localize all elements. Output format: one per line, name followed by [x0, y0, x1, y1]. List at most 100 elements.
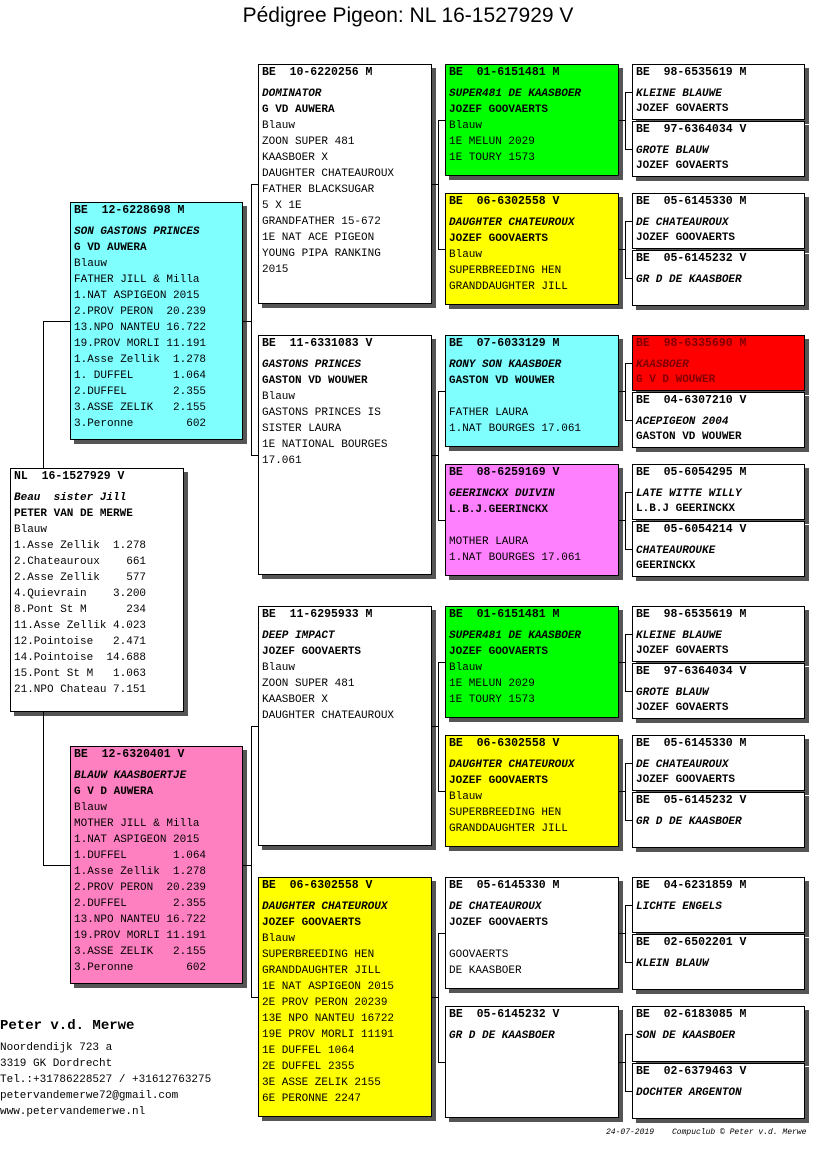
note: 2.DUFFEL 2.355: [74, 386, 207, 398]
ring-number: BE 04-6231859 M: [636, 879, 747, 892]
pigeon-box: BE 05-6145232 V GR D DE KAASBOER: [632, 250, 805, 306]
ring-number: BE 12-6228698 M: [74, 204, 185, 217]
plumage: Blauw: [74, 258, 108, 270]
connector: [625, 363, 626, 420]
note: 1E MELUN 2029: [449, 136, 535, 148]
note: GRANDDAUGHTER JILL: [449, 281, 568, 293]
connector: [43, 321, 44, 468]
connector: [619, 520, 625, 521]
ring-number: BE 97-6364034 V: [636, 123, 747, 136]
pigeon-box: BE 05-6145232 V GR D DE KAASBOER: [445, 1006, 619, 1118]
pigeon-name: DOMINATOR: [262, 88, 322, 100]
connector: [438, 120, 439, 249]
pigeon-name: LICHTE ENGELS: [636, 901, 722, 913]
connector: [625, 634, 632, 635]
owner-line: petervandemerwe72@gmail.com: [0, 1090, 179, 1102]
note: 1E TOURY 1573: [449, 694, 535, 706]
breeder: G VD AUWERA: [74, 242, 147, 254]
connector: [243, 321, 251, 322]
ring-number: BE 02-6502201 V: [636, 936, 747, 949]
note: 2.PROV PERON 20.239: [74, 882, 207, 894]
note: 1.Asse Zellik 1.278: [14, 540, 147, 552]
connector: [438, 249, 445, 250]
note: 2E DUFFEL 2355: [262, 1061, 355, 1073]
note: GRANDDAUGHTER JILL: [449, 823, 568, 835]
pigeon-box: BE 05-6145330 M DE CHATEAUROUX JOZEF GOOVA…: [632, 735, 805, 791]
connector: [432, 997, 438, 998]
pigeon-name: SON DE KAASBOER: [636, 1030, 736, 1042]
pigeon-name: GR D DE KAASBOER: [636, 816, 742, 828]
note: 5 X 1E: [262, 200, 302, 212]
pigeon-box: BE 05-6054214 V CHATEAUROUKE GEERINCKX: [632, 521, 805, 577]
note: MOTHER JILL & Milla: [74, 818, 200, 830]
connector: [619, 791, 625, 792]
plumage: Blauw: [449, 249, 483, 261]
connector: [432, 184, 438, 185]
connector: [625, 92, 632, 93]
ring-number: BE 07-6033129 M: [449, 337, 560, 350]
ring-number: BE 98-6535619 M: [636, 66, 747, 79]
connector: [625, 420, 632, 421]
pigeon-name: DAUGHTER CHATEUROUX: [449, 217, 575, 229]
note: 1E MELUN 2029: [449, 678, 535, 690]
pigeon-box: BE 05-6145330 M DE CHATEAUROUX JOZEF GOOVA…: [632, 193, 805, 249]
connector: [438, 662, 445, 663]
pigeon-box: BE 01-6151481 M SUPER481 DE KAASBOER JOZEF…: [445, 64, 619, 176]
note: FATHER BLACKSUGAR: [262, 184, 375, 196]
ring-number: BE 05-6145330 M: [449, 879, 560, 892]
ring-number: BE 05-6145232 V: [449, 1008, 560, 1021]
owner-line: www.petervandemerwe.nl: [0, 1106, 146, 1118]
note: DE KAASBOER: [449, 965, 522, 977]
note: 13.NPO NANTEU 16.722: [74, 914, 207, 926]
note: SUPERBREEDING HEN: [262, 949, 375, 961]
breeder: JOZEF GOOVAERTS: [262, 646, 362, 658]
note: DAUGHTER CHATEAUROUX: [262, 710, 395, 722]
note: 1E NAT ASPIGEON 2015: [262, 981, 395, 993]
note: YOUNG PIPA RANKING: [262, 248, 381, 260]
connector: [438, 391, 439, 520]
note: GRANDFATHER 15-672: [262, 216, 381, 228]
note: MOTHER LAURA: [449, 536, 529, 548]
connector: [625, 492, 632, 493]
pigeon-name: DAUGHTER CHATEUROUX: [262, 901, 388, 913]
pigeon-name: SON GASTONS PRINCES: [74, 226, 200, 238]
ring-number: BE 98-6335690 M: [636, 337, 747, 350]
note: 17.061: [262, 455, 302, 467]
pigeon-box: BE 05-6145330 M DE CHATEAUROUX JOZEF GOOVA…: [445, 877, 619, 989]
note: 8.Pont St M 234: [14, 604, 147, 616]
pigeon-name: GR D DE KAASBOER: [449, 1030, 555, 1042]
breeder: JOZEF GOOVAERTS: [636, 232, 736, 244]
connector: [438, 791, 445, 792]
pigeon-name: DEEP IMPACT: [262, 630, 335, 642]
connector: [251, 184, 258, 185]
ring-number: BE 12-6320401 V: [74, 748, 185, 761]
connector: [438, 120, 445, 121]
date: 24-07-2019: [606, 1128, 655, 1137]
note: SUPERBREEDING HEN: [449, 807, 562, 819]
connector: [625, 905, 632, 906]
connector: [619, 249, 625, 250]
note: GOOVAERTS: [449, 949, 509, 961]
note: 1.NAT ASPIGEON 2015: [74, 290, 200, 302]
pigeon-name: SUPER481 DE KAASBOER: [449, 630, 582, 642]
ring-number: BE 06-6302558 V: [449, 195, 560, 208]
note: FATHER JILL & Milla: [74, 274, 200, 286]
pigeon-name: DE CHATEAUROUX: [449, 901, 542, 913]
pigeon-name: DAUGHTER CHATEUROUX: [449, 759, 575, 771]
note: 14.Pointoise 14.688: [14, 652, 147, 664]
pigeon-name: DE CHATEAUROUX: [636, 217, 729, 229]
note: 12.Pointoise 2.471: [14, 636, 147, 648]
ring-number: BE 06-6302558 V: [449, 737, 560, 750]
pigeon-box: BE 97-6364034 V GROTE BLAUW JOZEF GOVAERTS: [632, 121, 805, 177]
plumage: Blauw: [449, 120, 483, 132]
note: 21.NPO Chateau 7.151: [14, 684, 147, 696]
pigeon-name: ACEPIGEON 2004: [636, 416, 729, 428]
pigeon-box: BE 97-6364034 V GROTE BLAUW JOZEF GOVAERTS: [632, 663, 805, 719]
connector: [619, 391, 625, 392]
connector: [432, 726, 438, 727]
breeder: L.B.J.GEERINCKX: [449, 504, 549, 516]
connector: [438, 933, 445, 934]
pigeon-box: BE 06-6302558 V DAUGHTER CHATEUROUX JOZEF …: [445, 735, 619, 847]
pigeon-box: BE 02-6379463 V DOCHTER ARGENTON: [632, 1063, 805, 1119]
